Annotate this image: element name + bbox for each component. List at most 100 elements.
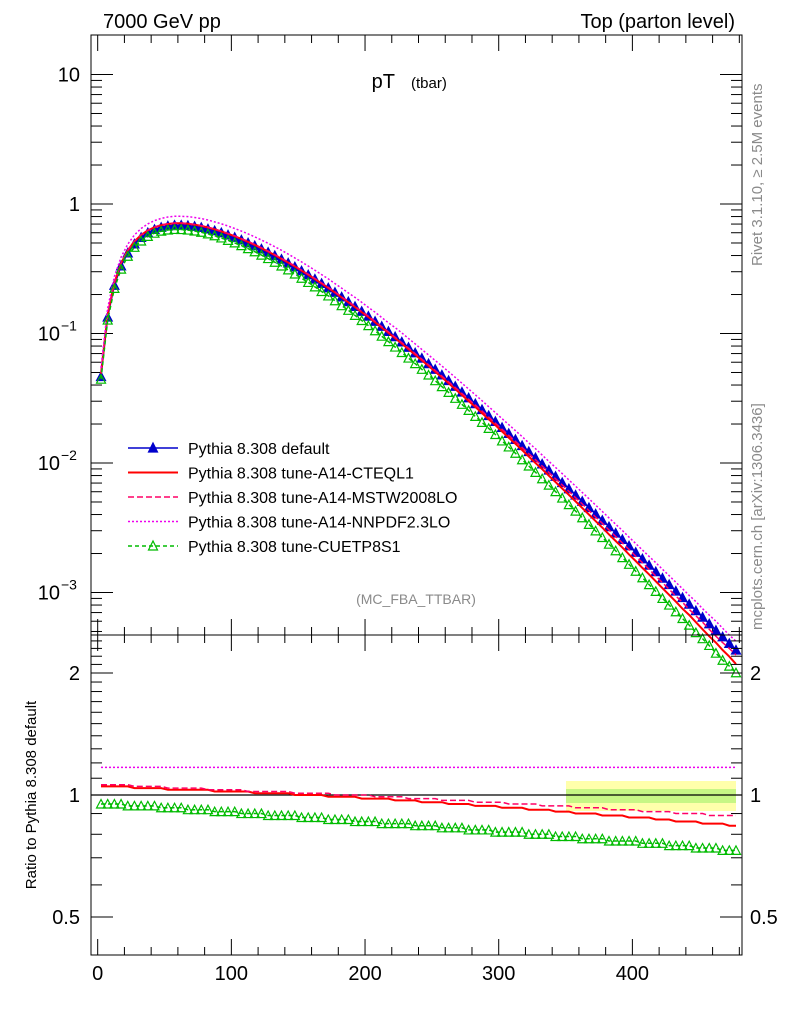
series-4-marker <box>670 605 682 617</box>
series-4-marker <box>262 252 274 264</box>
series-4-marker <box>376 330 388 341</box>
ratio-series-3-marker <box>249 807 261 819</box>
series-4-marker <box>229 237 241 248</box>
series-4-marker <box>449 392 461 403</box>
series-4-marker <box>463 404 475 415</box>
ratio-series-3-marker <box>730 844 742 855</box>
series-4-marker <box>503 441 515 452</box>
ratio-series-3-marker <box>296 811 308 823</box>
series-4-marker <box>122 250 134 261</box>
ratio-series-3-marker <box>509 826 521 837</box>
series-4-marker <box>396 346 408 358</box>
ratio-series-3-marker <box>596 832 608 844</box>
series-4-marker <box>643 578 655 590</box>
ratio-series-3-marker <box>590 832 602 844</box>
series-4-marker <box>697 632 709 644</box>
ratio-series-3-marker <box>169 801 181 813</box>
series-4-marker <box>235 239 247 251</box>
series-4-marker <box>369 324 381 336</box>
ratio-series-3-marker <box>670 839 682 851</box>
series-4-marker <box>155 225 167 236</box>
series-4-marker <box>456 398 468 409</box>
series-0-marker <box>556 476 568 488</box>
ratio-series-3-marker <box>630 835 642 846</box>
series-4-marker <box>663 599 675 610</box>
series-0-marker <box>550 470 562 481</box>
series-0-marker <box>710 624 722 635</box>
ratio-series-3-marker <box>195 803 207 815</box>
series-line-0 <box>100 224 737 651</box>
series-4-marker <box>102 314 114 325</box>
ratio-series-3-marker <box>102 798 114 809</box>
series-4-marker <box>563 498 575 510</box>
main-ytick-label: 10 <box>58 65 80 87</box>
series-4-marker <box>242 242 254 254</box>
series-4-marker <box>342 304 354 315</box>
ratio-series-3-marker <box>563 830 575 842</box>
analysis-label: (MC_FBA_TTBAR) <box>356 591 476 607</box>
series-4-marker <box>162 224 174 235</box>
ratio-series-3-marker <box>703 842 715 853</box>
ratio-series-3-marker <box>115 798 127 809</box>
ratio-series-3-marker <box>182 803 194 815</box>
main-ytick-label: 10 <box>38 583 60 605</box>
ratio-series-3-marker <box>650 837 662 848</box>
ratio-series-3-marker <box>356 815 368 827</box>
ratio-series-3-marker <box>556 830 568 842</box>
series-4-marker <box>389 341 401 352</box>
series-4-marker <box>509 447 521 458</box>
ratio-ytick-label-right: 0.5 <box>750 907 778 929</box>
xtick-label: 200 <box>348 963 381 985</box>
ratio-series-3-marker <box>282 809 294 821</box>
ratio-series-3-marker <box>389 817 401 829</box>
series-0-marker <box>563 482 575 494</box>
ratio-series-3-marker <box>142 800 154 811</box>
ratio-ytick-label: 0.5 <box>52 907 80 929</box>
ratio-series-3-marker <box>643 837 655 848</box>
ratio-series-3-marker <box>128 800 140 811</box>
series-4-marker <box>516 453 528 465</box>
ratio-series-3-marker <box>376 817 388 829</box>
series-4-marker <box>202 228 214 239</box>
series-4-marker <box>282 264 294 275</box>
series-4-marker <box>209 229 221 241</box>
main-ytick-exponent: −2 <box>61 447 77 463</box>
xtick-label: 100 <box>215 963 248 985</box>
series-4-marker <box>550 485 562 497</box>
series-4-marker <box>717 654 729 665</box>
series-4-marker <box>302 276 314 288</box>
ratio-series-3-marker <box>369 815 381 827</box>
ratio-series-3-marker <box>576 832 588 844</box>
ratio-series-3-marker <box>95 798 107 809</box>
series-4-marker <box>95 373 107 384</box>
series-4-marker <box>523 460 535 471</box>
series-4-marker <box>690 626 702 638</box>
main-ytick-exponent: −3 <box>61 577 77 593</box>
ratio-series-3-marker <box>316 811 328 823</box>
legend-label-2: Pythia 8.308 tune-A14-MSTW2008LO <box>188 490 457 507</box>
ratio-ytick-label-right: 1 <box>750 785 761 807</box>
ratio-series-3-marker <box>663 839 675 851</box>
ratio-series-3-marker <box>148 800 160 811</box>
series-4-marker <box>182 224 194 235</box>
series-0-marker <box>576 495 588 506</box>
series-4-marker <box>476 416 488 427</box>
ratio-series-3-marker <box>162 801 174 813</box>
series-4-marker <box>489 428 501 440</box>
series-4-marker <box>382 335 394 347</box>
ratio-series-line-1 <box>101 783 736 817</box>
ratio-series-3-marker <box>396 817 408 829</box>
ratio-series-3-marker <box>302 811 314 823</box>
series-4-marker <box>362 319 374 331</box>
series-4-marker <box>543 479 555 490</box>
ratio-series-3-marker <box>443 822 455 833</box>
series-4-marker <box>289 268 301 279</box>
ratio-series-3-marker <box>476 824 488 835</box>
series-4-marker <box>616 551 628 563</box>
legend-marker-0 <box>147 441 159 453</box>
series-0-marker <box>717 631 729 642</box>
series-4-marker <box>556 492 568 503</box>
ratio-series-3-marker <box>336 813 348 825</box>
ratio-series-3-marker <box>616 835 628 846</box>
